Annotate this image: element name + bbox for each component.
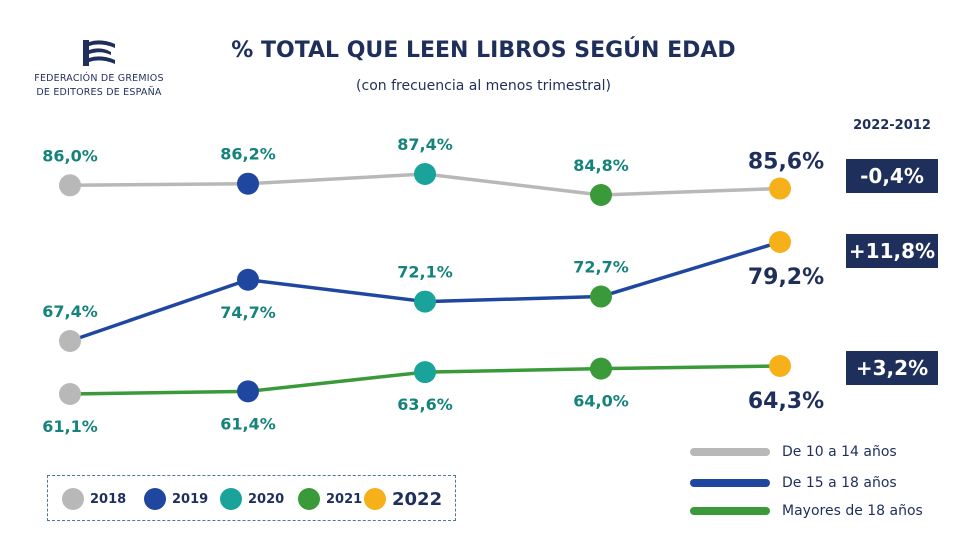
year-legend-label: 2022: [392, 488, 443, 510]
year-2019-dot-icon: [144, 488, 166, 510]
data-point: [414, 163, 436, 185]
series-legend-label: Mayores de 18 años: [782, 503, 923, 519]
data-label: 84,8%: [573, 156, 629, 175]
data-point: [237, 268, 259, 291]
data-point: [769, 355, 791, 377]
series-legend-item-15-18: De 15 a 18 años: [690, 472, 960, 494]
year-legend-label: 2020: [248, 491, 285, 507]
brand-logo: FEDERACIÓN DE GREMIOS DE EDITORES DE ESP…: [14, 38, 184, 100]
data-label: 72,1%: [397, 263, 453, 282]
year-2018-dot-icon: [62, 488, 84, 510]
data-point: [414, 290, 436, 313]
series-legend-item-adults: Mayores de 18 años: [690, 500, 960, 522]
data-label: 87,4%: [397, 135, 453, 154]
year-legend-label: 2018: [90, 491, 127, 507]
data-label: 86,0%: [42, 146, 98, 165]
data-point: [59, 174, 81, 197]
data-point: [769, 177, 791, 200]
data-label: 72,7%: [573, 258, 629, 277]
data-label: 64,3%: [748, 389, 824, 414]
publishers-federation-icon: [83, 40, 115, 66]
data-label: 63,6%: [397, 395, 453, 414]
data-point: [59, 330, 81, 352]
series-swatch-icon: [690, 448, 770, 456]
data-point: [769, 231, 791, 253]
year-legend-label: 2019: [172, 491, 209, 507]
brand-name-line2: DE EDITORES DE ESPAÑA: [36, 87, 162, 98]
series-swatch-icon: [690, 479, 770, 487]
brand-name-line1: FEDERACIÓN DE GREMIOS: [34, 73, 164, 84]
year-2020-dot-icon: [220, 488, 242, 510]
data-label: 74,7%: [220, 303, 276, 322]
year-legend-item-2020: 2020: [220, 487, 284, 511]
year-2022-dot-icon: [364, 488, 386, 510]
data-point: [590, 184, 612, 206]
difference-badge-15-18: +11,8%: [846, 234, 938, 268]
data-point: [237, 172, 259, 195]
data-point: [414, 361, 436, 384]
difference-badge-10-14: -0,4%: [846, 159, 938, 193]
series-legend-label: De 10 a 14 años: [782, 444, 897, 460]
year-legend-item-2022: 2022: [364, 487, 442, 511]
series-legend-label: De 15 a 18 años: [782, 475, 897, 491]
year-legend: 2018 2019 2020 2021 2022: [47, 475, 456, 521]
data-label: 67,4%: [42, 302, 98, 321]
data-label: 64,0%: [573, 392, 629, 411]
data-point: [59, 383, 81, 405]
year-legend-item-2019: 2019: [144, 487, 208, 511]
year-legend-item-2021: 2021: [298, 487, 362, 511]
series-legend-item-10-14: De 10 a 14 años: [690, 441, 960, 463]
year-legend-item-2018: 2018: [62, 487, 126, 511]
data-point: [590, 357, 612, 380]
chart-title: % TOTAL QUE LEEN LIBROS SEGÚN EDAD: [231, 38, 736, 63]
difference-badge-adults: +3,2%: [846, 351, 938, 385]
difference-header: 2022-2012: [853, 118, 931, 133]
data-label: 61,1%: [42, 417, 98, 436]
data-label: 85,6%: [748, 150, 824, 175]
data-point: [590, 285, 612, 308]
data-point: [237, 380, 259, 403]
year-2021-dot-icon: [298, 488, 320, 510]
data-label: 86,2%: [220, 145, 276, 164]
chart-subtitle: (con frecuencia al menos trimestral): [356, 78, 611, 94]
series-swatch-icon: [690, 507, 770, 515]
data-label: 61,4%: [220, 414, 276, 433]
data-label: 79,2%: [748, 265, 824, 290]
year-legend-label: 2021: [326, 491, 363, 507]
